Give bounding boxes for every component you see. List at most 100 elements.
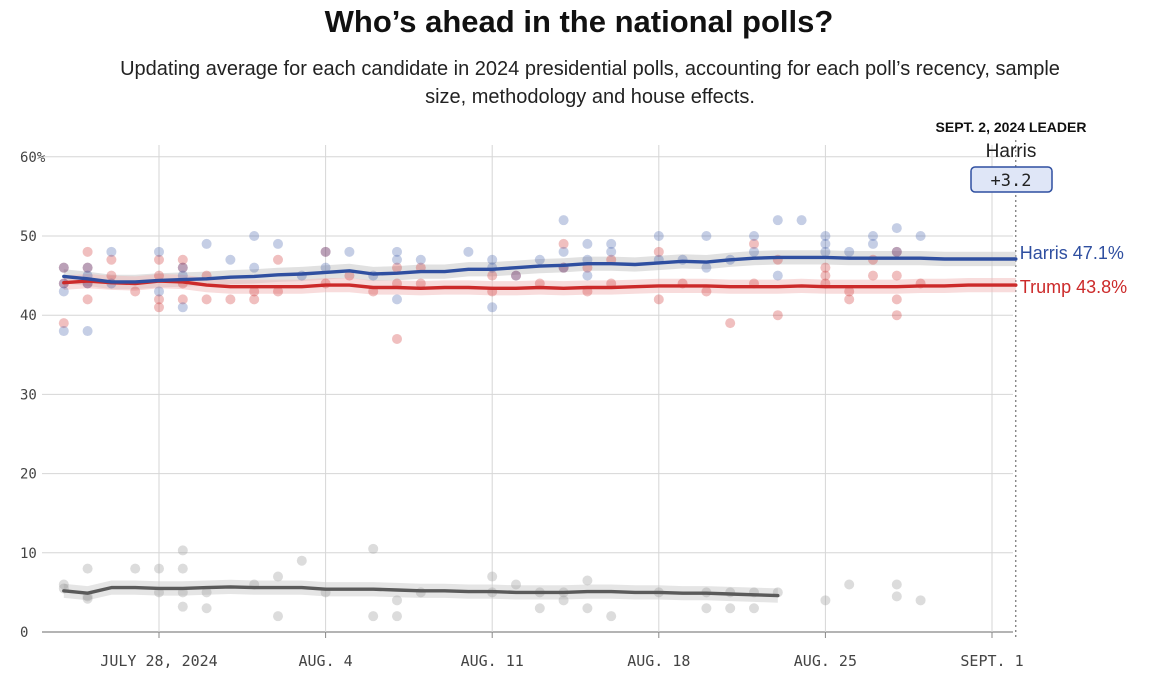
y-tick-label: 20 bbox=[20, 467, 37, 483]
trump-poll-dot bbox=[844, 294, 855, 305]
harris-poll-dot bbox=[249, 262, 260, 273]
trump-poll-dot bbox=[868, 270, 878, 281]
leader-margin: +3.2 bbox=[991, 171, 1032, 191]
other-poll-dot bbox=[487, 571, 498, 582]
harris-end-label: Harris 47.1% bbox=[1020, 243, 1124, 263]
harris-poll-dot bbox=[891, 246, 902, 257]
harris-poll-dot bbox=[653, 231, 664, 241]
other-poll-dot bbox=[891, 591, 902, 602]
harris-poll-dot bbox=[701, 262, 712, 273]
trump-poll-dot bbox=[154, 294, 164, 305]
harris-poll-dot bbox=[58, 262, 69, 273]
chart-subtitle: Updating average for each candidate in 2… bbox=[120, 58, 1060, 108]
harris-poll-dot bbox=[582, 238, 593, 249]
x-tick-label: JULY 28, 2024 bbox=[100, 652, 217, 670]
harris-poll-dot bbox=[249, 231, 260, 241]
harris-poll-dot bbox=[749, 231, 759, 241]
trump-poll-dot bbox=[106, 270, 117, 281]
harris-poll-dot bbox=[820, 231, 831, 241]
x-tick-label: AUG. 25 bbox=[794, 652, 857, 670]
trump-poll-dot bbox=[58, 318, 69, 329]
harris-average-line bbox=[62, 255, 1018, 284]
trump-poll-dot bbox=[392, 333, 402, 344]
chart-title: Who’s ahead in the national polls? bbox=[324, 4, 834, 39]
harris-poll-dot bbox=[749, 246, 759, 257]
other-poll-dot bbox=[177, 545, 188, 556]
trump-poll-dot bbox=[177, 294, 188, 305]
harris-poll-dot bbox=[772, 215, 783, 226]
other-poll-dot bbox=[511, 579, 521, 590]
x-tick-label: AUG. 18 bbox=[627, 652, 690, 670]
other-poll-dot bbox=[534, 603, 545, 614]
trump-poll-dot bbox=[177, 262, 188, 273]
trump-poll-dot bbox=[653, 246, 664, 257]
harris-poll-dot bbox=[154, 246, 164, 257]
harris-poll-dot bbox=[392, 294, 402, 305]
harris-poll-dot bbox=[701, 231, 712, 241]
trump-poll-dot bbox=[487, 270, 498, 281]
harris-poll-dot bbox=[772, 270, 783, 281]
harris-poll-dot bbox=[106, 246, 117, 257]
harris-poll-dot bbox=[606, 246, 617, 257]
other-poll-dot bbox=[368, 543, 379, 554]
other-poll-dot bbox=[177, 563, 188, 574]
other-poll-dot bbox=[606, 611, 617, 622]
trump-poll-dot bbox=[320, 246, 331, 257]
other-poll-dot bbox=[891, 579, 902, 590]
harris-poll-dot bbox=[511, 270, 521, 281]
harris-poll-dot bbox=[344, 246, 355, 257]
average-lines bbox=[62, 255, 1018, 598]
other-poll-dot bbox=[582, 603, 593, 614]
harris-poll-dot bbox=[796, 215, 807, 226]
trump-poll-dot bbox=[772, 310, 783, 321]
harris-poll-dot bbox=[225, 254, 236, 265]
other-poll-dot bbox=[58, 579, 69, 590]
trump-poll-dot bbox=[273, 254, 283, 265]
trump-poll-dot bbox=[820, 270, 831, 281]
other-poll-dot bbox=[296, 555, 307, 566]
x-tick-label: AUG. 11 bbox=[461, 652, 524, 670]
trump-poll-dot bbox=[106, 254, 117, 265]
trump-poll-dot bbox=[844, 286, 855, 297]
other-poll-dot bbox=[820, 595, 831, 606]
trump-average-line bbox=[62, 279, 1018, 290]
trump-poll-dot bbox=[273, 286, 283, 297]
trump-poll-dot bbox=[82, 262, 93, 273]
other-poll-dot bbox=[130, 563, 141, 574]
trump-poll-dot bbox=[891, 294, 902, 305]
poll-dots bbox=[58, 215, 926, 622]
leader-annotation: SEPT. 2, 2024 LEADER Harris +3.2 bbox=[936, 119, 1086, 193]
harris-poll-dot bbox=[320, 262, 331, 273]
harris-poll-dot bbox=[392, 254, 402, 265]
y-tick-label: 30 bbox=[20, 387, 37, 403]
harris-poll-dot bbox=[487, 302, 498, 313]
trump-poll-dot bbox=[749, 238, 759, 249]
harris-poll-dot bbox=[273, 238, 283, 249]
trump-poll-dot bbox=[653, 294, 664, 305]
leader-name: Harris bbox=[986, 141, 1037, 162]
harris-poll-dot bbox=[820, 246, 831, 257]
other-poll-dot bbox=[154, 563, 164, 574]
other-poll-dot bbox=[749, 603, 759, 614]
trump-poll-dot bbox=[558, 238, 569, 249]
harris-poll-dot bbox=[177, 262, 188, 273]
harris-poll-dot bbox=[58, 326, 69, 337]
other-poll-dot bbox=[368, 611, 379, 622]
other-poll-dot bbox=[201, 603, 212, 614]
harris-poll-dot bbox=[606, 238, 617, 249]
y-tick-label: 0 bbox=[20, 625, 28, 641]
y-tick-label: 60% bbox=[20, 150, 46, 166]
trump-poll-dot bbox=[701, 286, 712, 297]
leader-margin-badge bbox=[970, 166, 1053, 193]
axis-labels: 0 10 20 30 40 50 60% JULY 28, 2024 AUG. 4 AUG. 11… bbox=[20, 150, 1024, 670]
other-poll-dot bbox=[701, 603, 712, 614]
harris-poll-dot bbox=[154, 286, 164, 297]
harris-poll-dot bbox=[558, 215, 569, 226]
trump-poll-dot bbox=[820, 262, 831, 273]
trump-poll-dot bbox=[154, 254, 164, 265]
harris-poll-dot bbox=[463, 246, 474, 257]
series-end-labels: Harris 47.1% Trump 43.8% bbox=[1020, 243, 1127, 297]
trump-uncertainty-band bbox=[63, 274, 1016, 296]
trump-end-label: Trump 43.8% bbox=[1020, 277, 1127, 297]
